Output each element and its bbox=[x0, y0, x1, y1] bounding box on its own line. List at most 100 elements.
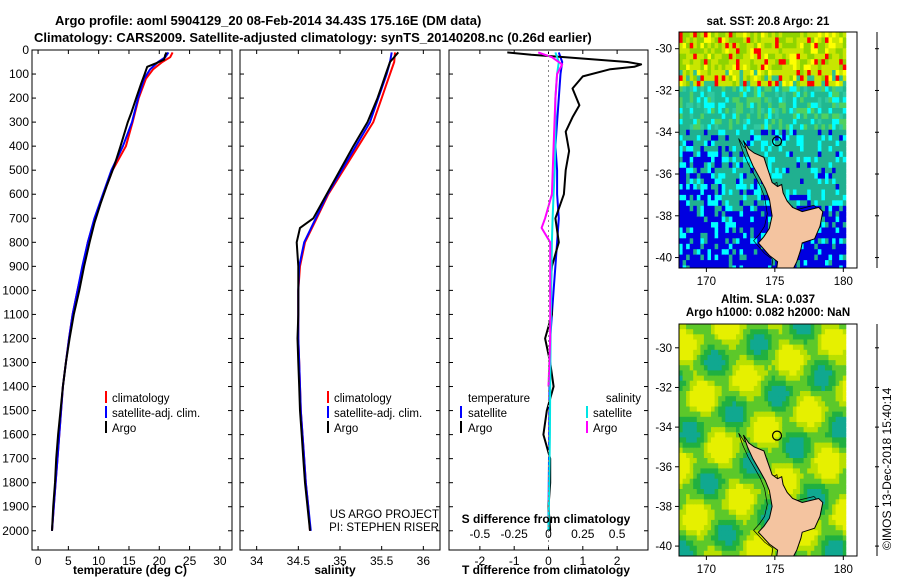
map-cell bbox=[746, 216, 751, 223]
map-cell bbox=[778, 401, 783, 408]
map-cell bbox=[753, 514, 758, 521]
map-cell bbox=[703, 156, 709, 163]
map-cell bbox=[750, 375, 755, 382]
map-cell bbox=[760, 216, 766, 223]
map-cell bbox=[725, 504, 730, 511]
map-cell bbox=[721, 42, 726, 49]
map-cell bbox=[746, 222, 751, 229]
map-cell bbox=[846, 365, 851, 371]
map-cell bbox=[679, 504, 684, 511]
map-cell bbox=[810, 151, 815, 158]
map-cell bbox=[817, 238, 822, 245]
map-cell bbox=[782, 102, 787, 109]
map-cell bbox=[775, 375, 780, 382]
y-tick-label: 1700 bbox=[2, 452, 29, 466]
map-cell bbox=[746, 102, 751, 109]
map-cell bbox=[736, 178, 741, 185]
map-cell bbox=[792, 265, 798, 268]
map-cell bbox=[725, 178, 730, 185]
map-cell bbox=[711, 162, 716, 169]
map-cell bbox=[693, 135, 698, 142]
map-cell bbox=[736, 530, 741, 536]
map-cell bbox=[682, 365, 687, 371]
map-cell bbox=[835, 360, 840, 366]
map-cell bbox=[807, 463, 812, 469]
map-cell bbox=[778, 173, 783, 180]
map-cell bbox=[849, 473, 855, 480]
map-cell bbox=[842, 32, 847, 38]
map-cell bbox=[810, 442, 815, 449]
map-cell bbox=[775, 118, 780, 125]
map-cell bbox=[814, 254, 819, 261]
map-cell bbox=[821, 232, 826, 239]
map-cell bbox=[803, 483, 808, 490]
map-cell bbox=[800, 113, 805, 120]
map-cell bbox=[714, 360, 719, 366]
map-cell bbox=[750, 468, 755, 475]
map-cell bbox=[696, 354, 701, 361]
map-cell bbox=[686, 447, 691, 454]
map-cell bbox=[846, 483, 851, 490]
map-cell bbox=[821, 129, 826, 136]
map-cell bbox=[807, 59, 812, 66]
map-cell bbox=[739, 211, 744, 218]
map-cell bbox=[757, 556, 761, 562]
map-cell bbox=[853, 254, 857, 261]
map-cell bbox=[846, 494, 851, 500]
map-cell bbox=[739, 458, 744, 464]
map-cell bbox=[828, 422, 833, 428]
map-cell bbox=[714, 396, 719, 402]
map-cell bbox=[817, 401, 822, 408]
map-cell bbox=[835, 156, 840, 163]
map-cell bbox=[796, 344, 801, 351]
map-cell bbox=[807, 118, 812, 125]
map-cell bbox=[782, 113, 787, 120]
map-cell bbox=[849, 75, 855, 82]
map-cell bbox=[853, 113, 857, 120]
map-cell bbox=[792, 102, 798, 109]
map-cell bbox=[693, 427, 698, 433]
map-cell bbox=[679, 216, 684, 223]
map-cell bbox=[707, 53, 712, 60]
map-cell bbox=[746, 178, 751, 185]
map-cell bbox=[736, 385, 741, 392]
map-cell bbox=[835, 80, 840, 87]
map-cell bbox=[779, 556, 783, 562]
map-cell bbox=[686, 360, 691, 366]
map-cell bbox=[757, 437, 762, 444]
map-cell bbox=[849, 32, 855, 38]
map-cell bbox=[750, 354, 755, 361]
map-cell bbox=[682, 530, 687, 536]
map-cell bbox=[743, 70, 748, 76]
map-cell bbox=[817, 540, 822, 547]
map-cell bbox=[689, 468, 694, 475]
map-cell bbox=[760, 64, 766, 71]
map-cell bbox=[721, 545, 726, 552]
map-cell bbox=[789, 194, 794, 201]
map-cell bbox=[768, 396, 773, 402]
map-cell bbox=[778, 452, 783, 459]
map-cell bbox=[817, 140, 822, 147]
map-cell bbox=[807, 458, 812, 464]
map-cell bbox=[817, 375, 822, 382]
map-cell bbox=[721, 344, 726, 351]
map-cell bbox=[846, 249, 851, 256]
map-cell bbox=[771, 108, 776, 114]
map-cell bbox=[842, 129, 847, 136]
map-cell bbox=[725, 151, 730, 158]
map-cell bbox=[686, 265, 691, 268]
map-cell bbox=[835, 370, 840, 377]
map-cell bbox=[814, 545, 819, 552]
map-cell bbox=[842, 478, 847, 485]
map-cell bbox=[693, 59, 698, 66]
map-cell bbox=[807, 391, 812, 397]
map-cell bbox=[814, 37, 819, 44]
map-cell bbox=[679, 437, 684, 444]
map-cell bbox=[789, 108, 794, 114]
map-cell bbox=[700, 265, 705, 268]
map-cell bbox=[750, 324, 755, 330]
map-cell bbox=[736, 64, 741, 71]
map-cell bbox=[718, 401, 723, 408]
map-cell bbox=[828, 401, 833, 408]
map-cell bbox=[721, 324, 726, 330]
